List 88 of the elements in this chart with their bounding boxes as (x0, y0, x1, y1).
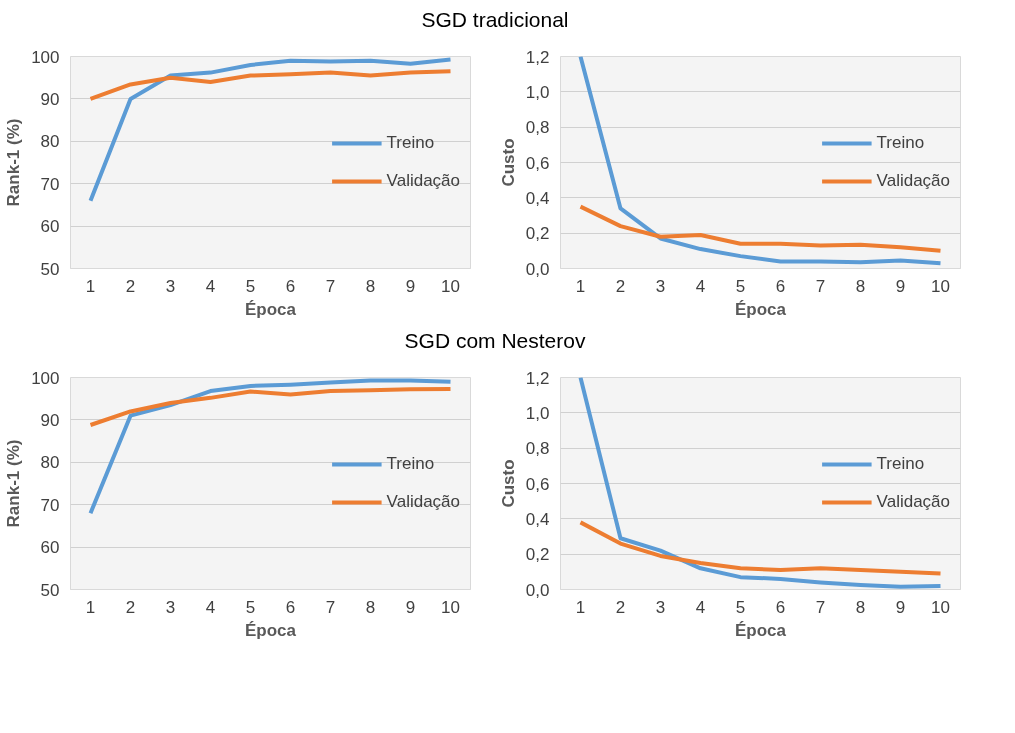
y-tick-label: 0,6 (525, 153, 550, 173)
x-axis-title: Época (244, 620, 297, 640)
x-tick-label: 5 (735, 597, 746, 617)
y-tick-label: 0,8 (525, 439, 550, 459)
legend-label: Validação (386, 171, 460, 191)
x-tick-label: 2 (615, 597, 626, 617)
y-tick-label: 100 (31, 368, 60, 388)
y-tick-label: 0,0 (525, 580, 550, 600)
x-tick-label: 1 (85, 276, 96, 296)
x-tick-label: 10 (441, 597, 460, 617)
x-tick-label: 7 (815, 597, 826, 617)
x-tick-label: 7 (815, 276, 826, 296)
x-tick-label: 9 (405, 276, 416, 296)
x-tick-label: 5 (245, 276, 256, 296)
legend-label: Treino (386, 133, 435, 153)
legend-label: Validação (876, 171, 950, 191)
x-tick-label: 4 (205, 597, 216, 617)
x-tick-label: 3 (655, 276, 666, 296)
y-tick-label: 100 (31, 47, 60, 67)
x-tick-label: 9 (895, 597, 906, 617)
y-tick-label: 0,4 (525, 509, 550, 529)
y-tick-label: 1,0 (525, 403, 550, 423)
legend-label: Validação (386, 492, 460, 512)
x-tick-label: 1 (85, 597, 96, 617)
y-tick-label: 50 (40, 580, 60, 600)
y-tick-label: 70 (40, 495, 60, 515)
x-tick-label: 4 (205, 276, 216, 296)
x-axis-title: Época (734, 620, 787, 640)
y-tick-label: 0,0 (525, 259, 550, 279)
y-tick-label: 0,2 (525, 224, 550, 244)
x-axis-title: Época (244, 299, 297, 319)
x-tick-label: 3 (165, 276, 176, 296)
x-tick-label: 6 (775, 597, 786, 617)
x-axis-title: Época (734, 299, 787, 319)
y-tick-label: 1,2 (525, 47, 550, 67)
legend-label: Treino (386, 454, 435, 474)
x-tick-label: 7 (325, 276, 336, 296)
x-tick-label: 6 (285, 276, 296, 296)
y-tick-label: 0,2 (525, 545, 550, 565)
y-tick-label: 1,0 (525, 82, 550, 102)
y-tick-label: 60 (40, 217, 60, 237)
y-tick-label: 90 (40, 89, 60, 109)
y-tick-label: 60 (40, 538, 60, 558)
line-series (578, 204, 943, 253)
x-tick-label: 1 (575, 597, 586, 617)
y-axis-title: Rank-1 (%) (4, 439, 24, 528)
x-tick-label: 4 (695, 276, 706, 296)
y-tick-label: 80 (40, 132, 60, 152)
y-tick-label: 0,8 (525, 118, 550, 138)
x-tick-label: 10 (931, 276, 950, 296)
y-tick-label: 0,6 (525, 474, 550, 494)
y-tick-label: 0,4 (525, 188, 550, 208)
x-tick-label: 3 (165, 597, 176, 617)
chart-title: SGD com Nesterov (404, 328, 586, 354)
y-axis-title: Rank-1 (%) (4, 118, 24, 207)
x-tick-label: 2 (125, 597, 136, 617)
x-tick-label: 2 (125, 276, 136, 296)
y-tick-label: 90 (40, 410, 60, 430)
x-tick-label: 5 (245, 597, 256, 617)
x-tick-label: 9 (895, 276, 906, 296)
x-tick-label: 4 (695, 597, 706, 617)
y-tick-label: 50 (40, 259, 60, 279)
x-tick-label: 8 (855, 597, 866, 617)
line-series (88, 69, 453, 101)
x-tick-label: 3 (655, 597, 666, 617)
y-tick-label: 80 (40, 453, 60, 473)
x-tick-label: 1 (575, 276, 586, 296)
x-tick-label: 9 (405, 597, 416, 617)
legend-label: Treino (876, 133, 925, 153)
legend-label: Treino (876, 454, 925, 474)
x-tick-label: 6 (775, 276, 786, 296)
x-tick-label: 10 (441, 276, 460, 296)
x-tick-label: 2 (615, 276, 626, 296)
x-tick-label: 8 (365, 276, 376, 296)
x-tick-label: 8 (365, 597, 376, 617)
x-tick-label: 8 (855, 276, 866, 296)
x-tick-label: 7 (325, 597, 336, 617)
x-tick-label: 5 (735, 276, 746, 296)
x-tick-label: 6 (285, 597, 296, 617)
line-series (578, 520, 943, 576)
y-tick-label: 1,2 (525, 368, 550, 388)
x-tick-label: 10 (931, 597, 950, 617)
line-series (88, 386, 453, 427)
chart-title: SGD tradicional (421, 7, 569, 33)
y-axis-title: Custo (498, 459, 518, 508)
y-axis-title: Custo (498, 138, 518, 187)
y-tick-label: 70 (40, 174, 60, 194)
legend-label: Validação (876, 492, 950, 512)
